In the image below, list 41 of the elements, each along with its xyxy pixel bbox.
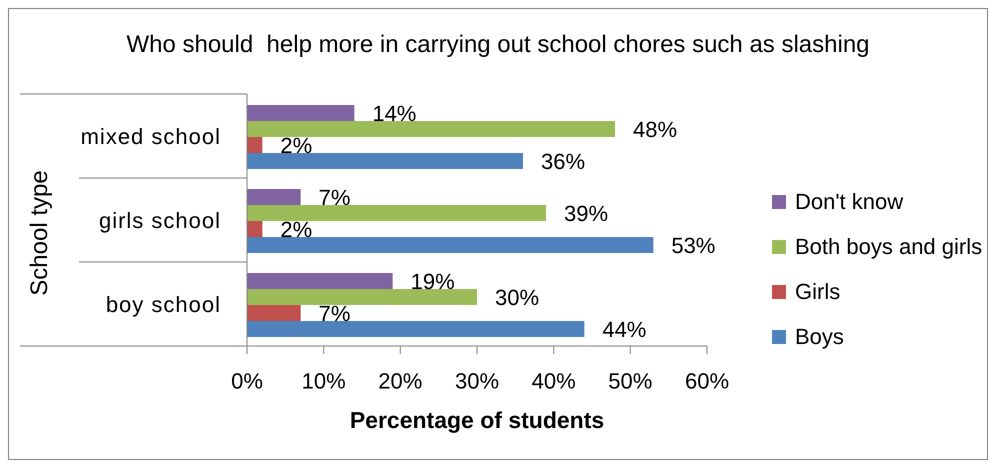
bar <box>247 289 477 305</box>
x-tick-label: 50% <box>608 368 652 394</box>
bar <box>247 189 301 205</box>
legend-label: Boys <box>795 324 844 350</box>
bar <box>247 137 262 153</box>
y-tick-label: boy school <box>106 292 221 317</box>
bar <box>247 305 301 321</box>
data-label: 7% <box>318 184 350 210</box>
x-tick-label: 60% <box>684 368 730 394</box>
legend-label: Girls <box>795 278 840 304</box>
x-tick-label: 30% <box>454 368 500 394</box>
x-axis-title: Percentage of students <box>350 407 604 433</box>
data-label: 39% <box>564 200 608 226</box>
legend-label: Don't know <box>795 188 904 214</box>
data-label: 2% <box>280 132 312 158</box>
data-label: 44% <box>602 316 646 342</box>
data-label: 19% <box>410 268 455 294</box>
chart-title: Who should help more in carrying out school chores such as slashing <box>125 31 871 59</box>
data-label: 30% <box>495 284 540 310</box>
bar <box>247 221 262 237</box>
bar <box>247 121 615 137</box>
bar <box>247 205 546 221</box>
bar <box>247 273 393 289</box>
x-tick-label: 0% <box>231 368 263 394</box>
x-tick-label: 10% <box>302 368 346 394</box>
bar <box>247 237 654 253</box>
legend-label: Both boys and girls <box>795 234 982 260</box>
x-tick-label: 20% <box>378 368 422 394</box>
data-label: 48% <box>633 116 678 142</box>
data-label: 2% <box>280 216 312 242</box>
x-tick-label: 40% <box>532 368 576 394</box>
bar <box>247 105 354 121</box>
y-tick-label: mixed school <box>80 124 221 149</box>
bar <box>247 153 523 169</box>
data-label: 7% <box>318 300 350 326</box>
data-label: 14% <box>372 100 416 126</box>
data-label: 36% <box>541 148 586 174</box>
data-label: 53% <box>671 232 716 258</box>
y-tick-label: girls school <box>98 208 221 233</box>
bar <box>247 321 584 337</box>
y-axis-title: School type <box>26 170 53 296</box>
